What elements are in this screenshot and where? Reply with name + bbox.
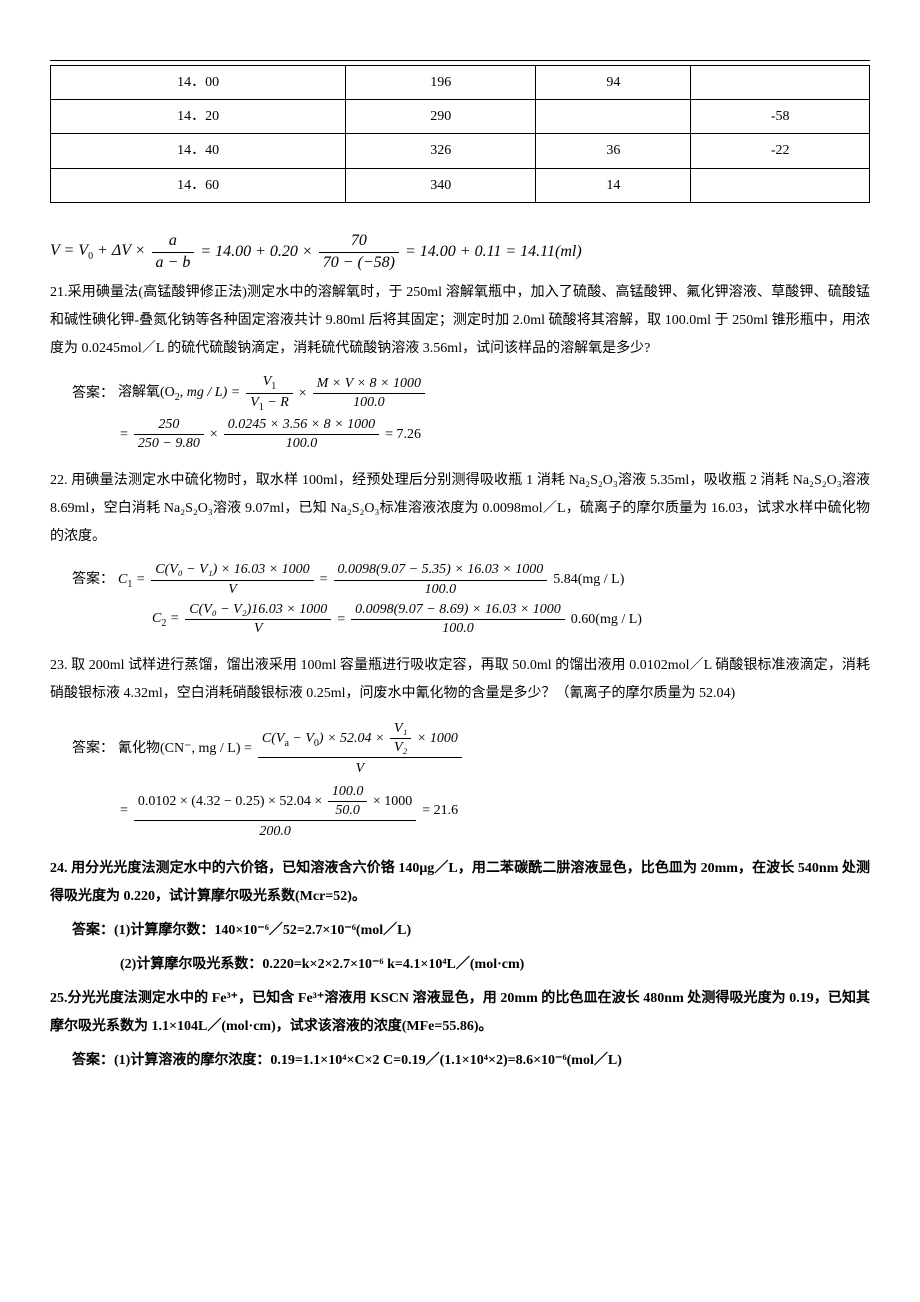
answer-label: 答案： xyxy=(72,736,114,761)
table-row: 14．20 290 -58 xyxy=(51,100,870,134)
eq-text: = xyxy=(320,567,328,592)
eq-text: = xyxy=(120,422,128,447)
cell: 340 xyxy=(346,168,536,202)
equation-v: V = V0 + ΔV × aa − b = 14.00 + 0.20 × 70… xyxy=(50,231,870,274)
answer-label: 答案： xyxy=(72,567,114,592)
cell: 14．20 xyxy=(51,100,346,134)
q21-answer: 答案： 溶解氧(O2, mg / L) = V1 V1 − R × M × V … xyxy=(72,373,870,453)
eq-text: 0.60(mg / L) xyxy=(571,607,642,632)
data-table: 14．00 196 94 14．20 290 -58 14．40 326 36 … xyxy=(50,65,870,203)
cell: 36 xyxy=(536,134,691,168)
answer-label: 答案： xyxy=(72,381,114,406)
answer-label: 答案： xyxy=(72,923,114,938)
cell: 326 xyxy=(346,134,536,168)
fraction: 7070 − (−58) xyxy=(319,231,399,274)
cell: 14 xyxy=(536,168,691,202)
eq-text: = xyxy=(337,607,345,632)
q25-text: 25.分光光度法测定水中的 Fe³⁺，已知含 Fe³⁺溶液用 KSCN 溶液显色… xyxy=(50,985,870,1041)
cell: -58 xyxy=(691,100,870,134)
eq-text: = 21.6 xyxy=(422,798,458,823)
eq-text: C2 = xyxy=(152,606,179,633)
eq-text: × xyxy=(210,422,218,447)
fraction: 0.0245 × 3.56 × 8 × 1000100.0 xyxy=(224,416,379,453)
answer-line: (1)计算溶液的摩尔浓度：0.19=1.1×10⁴×C×2 C=0.19／(1.… xyxy=(114,1053,622,1068)
eq-text: × xyxy=(299,381,307,406)
answer-line: (1)计算摩尔数：140×10⁻⁶／52=2.7×10⁻⁶(mol／L) xyxy=(114,923,411,938)
cell: 290 xyxy=(346,100,536,134)
top-rule xyxy=(50,60,870,61)
eq-text: 溶解氧(O2, mg / L) = xyxy=(118,380,240,407)
eq-text: C1 = xyxy=(118,567,145,594)
fraction: 0.0098(9.07 − 5.35) × 16.03 × 1000100.0 xyxy=(334,561,548,598)
eq-text: V = V0 + ΔV × xyxy=(50,237,146,266)
eq-text: 氰化物(CN⁻, mg / L) = xyxy=(118,736,252,761)
q24-answer-2: (2)计算摩尔吸光系数：0.220=k×2×2.7×10⁻⁶ k=4.1×10⁴… xyxy=(120,951,870,979)
answer-label: 答案： xyxy=(72,1053,114,1068)
q23-answer: 答案： 氰化物(CN⁻, mg / L) = C(Va − V0) × 52.0… xyxy=(72,718,870,841)
eq-text: 5.84(mg / L) xyxy=(553,567,624,592)
fraction: 250250 − 9.80 xyxy=(134,416,204,453)
table-row: 14．60 340 14 xyxy=(51,168,870,202)
q24-text: 24. 用分光光度法测定水中的六价铬，已知溶液含六价铬 140μg／L，用二苯碳… xyxy=(50,855,870,911)
fraction: 0.0102 × (4.32 − 0.25) × 52.04 × 100.050… xyxy=(134,781,416,842)
q22-answer: 答案： C1 = C(V₀ − V₁) × 16.03 × 1000V = 0.… xyxy=(72,561,870,638)
cell: 14．00 xyxy=(51,66,346,100)
table-row: 14．00 196 94 xyxy=(51,66,870,100)
cell xyxy=(691,168,870,202)
q23-text: 23. 取 200ml 试样进行蒸馏，馏出液采用 100ml 容量瓶进行吸收定容… xyxy=(50,652,870,708)
cell: -22 xyxy=(691,134,870,168)
eq-text: = 14.00 + 0.20 × xyxy=(200,238,312,267)
fraction: C(V₀ − V₁) × 16.03 × 1000V xyxy=(151,561,313,598)
q24-answer: 答案：(1)计算摩尔数：140×10⁻⁶／52=2.7×10⁻⁶(mol／L) xyxy=(72,917,870,945)
cell: 196 xyxy=(346,66,536,100)
q21-text: 21.采用碘量法(高锰酸钾修正法)测定水中的溶解氧时，于 250ml 溶解氧瓶中… xyxy=(50,279,870,363)
eq-text: = xyxy=(120,798,128,823)
eq-text: = 7.26 xyxy=(385,422,421,447)
fraction: 0.0098(9.07 − 8.69) × 16.03 × 1000100.0 xyxy=(351,601,565,638)
fraction: V1 V1 − R xyxy=(246,373,293,414)
eq-text: = 14.00 + 0.11 = 14.11(ml) xyxy=(405,238,582,267)
cell: 94 xyxy=(536,66,691,100)
cell: 14．60 xyxy=(51,168,346,202)
fraction: C(V₀ − V₂)16.03 × 1000V xyxy=(185,601,331,638)
fraction: C(Va − V0) × 52.04 × V₁V₂ × 1000 V xyxy=(258,718,462,779)
cell xyxy=(536,100,691,134)
fraction: aa − b xyxy=(152,231,195,274)
table-row: 14．40 326 36 -22 xyxy=(51,134,870,168)
q25-answer: 答案：(1)计算溶液的摩尔浓度：0.19=1.1×10⁴×C×2 C=0.19／… xyxy=(72,1047,870,1075)
cell: 14．40 xyxy=(51,134,346,168)
q22-text: 22. 用碘量法测定水中硫化物时，取水样 100ml，经预处理后分别测得吸收瓶 … xyxy=(50,467,870,551)
fraction: M × V × 8 × 1000100.0 xyxy=(313,375,425,412)
cell xyxy=(691,66,870,100)
